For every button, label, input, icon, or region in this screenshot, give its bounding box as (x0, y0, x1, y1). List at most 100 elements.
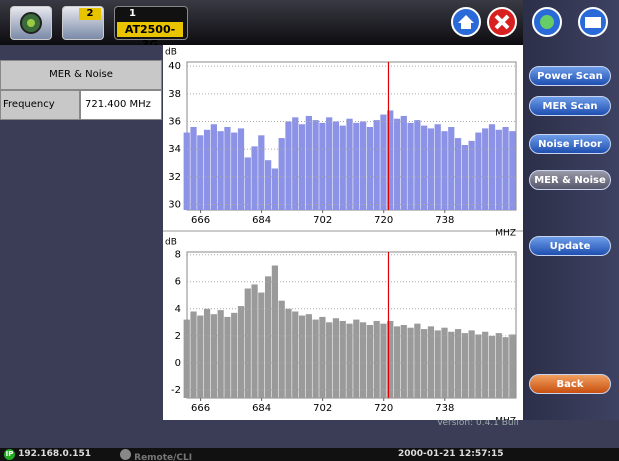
sidebar-icons[interactable] (527, 6, 617, 40)
header: 2 1 AT2500-3G (0, 0, 619, 51)
bar (305, 314, 312, 398)
button[interactable]: Update (529, 236, 611, 256)
x-tick-label: 738 (435, 215, 454, 226)
bar (258, 135, 265, 210)
bar (359, 322, 367, 398)
bar (258, 292, 265, 398)
bar (373, 320, 380, 398)
bar (278, 300, 285, 398)
bar (366, 325, 374, 398)
bar (319, 122, 326, 210)
bar (319, 316, 326, 398)
bar (468, 140, 475, 210)
bar (448, 127, 455, 210)
field-label: Frequency (0, 90, 80, 120)
bar (380, 114, 387, 210)
remote-status: Remote/CLI (120, 449, 192, 461)
bar (285, 308, 292, 398)
x-tick-label: 684 (252, 215, 271, 226)
bar (461, 333, 468, 398)
bar (217, 131, 224, 210)
footer (0, 420, 619, 461)
sidebar (523, 0, 619, 420)
tab-1[interactable]: 1 AT2500-3G (114, 6, 188, 51)
y-tick-label: 2 (175, 331, 181, 342)
charts: dBMHZ303234363840666684702720738dBMHZ-20… (163, 45, 523, 420)
bar (393, 326, 401, 398)
bar (197, 135, 204, 210)
bar (237, 306, 245, 398)
bar (271, 168, 279, 210)
bar (197, 315, 204, 398)
y-tick-label: 32 (168, 172, 181, 183)
bar (468, 330, 475, 398)
home-tab[interactable] (10, 6, 52, 40)
bar (454, 329, 462, 398)
y-tick-label: 4 (175, 304, 181, 315)
button[interactable]: Noise Floor (529, 134, 611, 154)
bar (359, 121, 367, 210)
remote-icon (120, 449, 131, 460)
bar (509, 334, 516, 398)
icon (20, 12, 42, 34)
bar (502, 337, 509, 398)
bar (441, 131, 448, 210)
tab-number: 2 (79, 8, 101, 20)
bar (251, 146, 258, 210)
ip: 192.168.0.151 (18, 449, 92, 459)
y-tick-label: 0 (175, 358, 181, 369)
x-tick-label: 666 (191, 215, 210, 226)
bar (475, 334, 482, 398)
y-tick-label: 6 (175, 277, 181, 288)
x-tick-label: 720 (374, 215, 393, 226)
y-tick-label: 40 (168, 61, 181, 72)
bar (312, 120, 319, 210)
bar (400, 325, 407, 398)
bar (366, 127, 374, 210)
ip-address: IP 192.168.0.151 (4, 449, 91, 460)
nav-icons[interactable] (450, 6, 520, 40)
bar (380, 323, 387, 398)
panel-title: MER & Noise (0, 60, 162, 90)
bar (305, 115, 312, 210)
button[interactable]: MER & Noise (529, 170, 611, 190)
bar (414, 323, 421, 398)
bar (292, 311, 299, 398)
tab-2[interactable]: 2 (62, 6, 104, 40)
x-tick-label: 720 (374, 403, 393, 414)
bar (441, 327, 448, 398)
bar (332, 318, 340, 398)
y-tick-label: 30 (168, 199, 181, 210)
button[interactable]: MER Scan (529, 96, 611, 116)
bar (326, 117, 333, 210)
bar (326, 322, 333, 398)
bar (454, 138, 462, 210)
bar (190, 311, 197, 398)
bar (461, 144, 468, 210)
x-tick-label: 702 (313, 403, 332, 414)
bar (482, 331, 489, 398)
button[interactable]: Power Scan (529, 66, 611, 86)
bar (224, 316, 231, 398)
bar (251, 284, 258, 398)
bar (427, 128, 435, 210)
bar (183, 319, 190, 398)
bar (407, 327, 414, 398)
tab-number: 1 (129, 8, 136, 19)
bar (183, 132, 190, 210)
bar (495, 333, 502, 398)
bar (346, 118, 353, 210)
y-tick-label: 34 (168, 144, 181, 155)
bar (353, 319, 360, 398)
bar (237, 128, 245, 210)
x-tick-label: 702 (313, 215, 332, 226)
bar (265, 160, 272, 210)
left-panel: MER & Noise Frequency 721.400 MHz (0, 45, 163, 420)
bar (271, 265, 279, 398)
y-tick-label: 38 (168, 89, 181, 100)
y-tick-label: 36 (168, 116, 181, 127)
remote: Remote/CLI (134, 453, 193, 461)
datetime: 2000-01-21 12:57:15 (398, 449, 504, 459)
button[interactable]: Back (529, 374, 611, 394)
bar (231, 312, 238, 398)
